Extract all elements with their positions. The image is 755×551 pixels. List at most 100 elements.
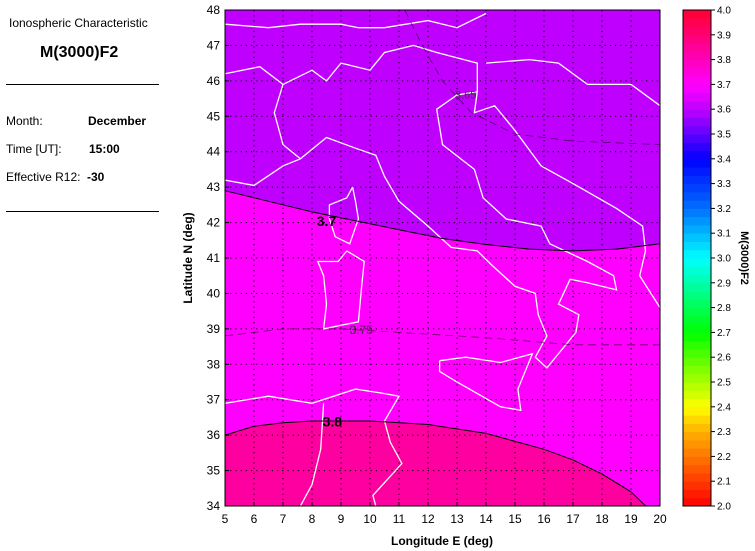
colorbar-band xyxy=(683,464,711,474)
colorbar-band xyxy=(683,51,711,61)
y-tick-label: 41 xyxy=(207,251,221,265)
colorbar-band xyxy=(683,472,711,482)
contour-label: 3.7 xyxy=(317,213,337,229)
colorbar-band xyxy=(683,439,711,449)
coastline xyxy=(224,12,487,29)
colorbar-band xyxy=(683,373,711,383)
colorbar-band xyxy=(683,315,711,325)
colorbar-band xyxy=(683,59,711,69)
subtitle: Ionospheric Characteristic xyxy=(9,16,148,30)
colorbar-band xyxy=(683,241,711,251)
x-axis-label: Longitude E (deg) xyxy=(391,534,493,548)
colorbar-tick-label: 2.6 xyxy=(717,353,731,364)
coastline xyxy=(224,388,403,507)
colorbar-band xyxy=(683,134,711,143)
colorbar-band xyxy=(683,274,711,284)
colorbar-band xyxy=(683,18,711,28)
y-tick-label: 46 xyxy=(207,74,221,88)
colorbar-tick-label: 3.4 xyxy=(717,154,731,165)
colorbar-band xyxy=(683,348,711,358)
colorbar-band xyxy=(683,10,711,19)
colorbar-band xyxy=(683,167,711,176)
x-tick-label: 20 xyxy=(653,512,667,526)
colorbar-band xyxy=(683,307,711,317)
divider xyxy=(6,211,159,212)
colorbar-band xyxy=(683,183,711,193)
colorbar-band xyxy=(683,423,711,433)
colorbar-band xyxy=(683,489,711,499)
x-tick-label: 8 xyxy=(309,512,316,526)
colorbar-band xyxy=(683,84,711,94)
y-tick-label: 48 xyxy=(207,3,221,17)
y-tick-label: 37 xyxy=(207,393,221,407)
colorbar-band xyxy=(683,109,711,118)
colorbar-band xyxy=(683,299,711,309)
x-tick-label: 16 xyxy=(537,512,551,526)
colorbar-tick-label: 2.9 xyxy=(717,278,731,289)
contour-line xyxy=(404,9,661,145)
y-tick-label: 42 xyxy=(207,216,221,230)
colorbar-band xyxy=(683,233,711,242)
colorbar-tick-label: 3.7 xyxy=(717,80,731,91)
contour-label: 3.75 xyxy=(350,323,374,337)
coastline xyxy=(224,90,661,369)
colorbar-tick-label: 2.5 xyxy=(717,378,731,389)
colorbar-band xyxy=(683,448,711,457)
colorbar-tick-label: 2.1 xyxy=(717,477,731,488)
coastline xyxy=(316,250,365,330)
colorbar-band xyxy=(683,158,711,168)
colorbar-band xyxy=(683,324,711,333)
coastline xyxy=(224,66,301,160)
colorbar-band xyxy=(683,282,711,292)
contour-line xyxy=(224,328,660,346)
region-high xyxy=(225,421,646,506)
y-tick-label: 36 xyxy=(207,428,221,442)
colorbar-band xyxy=(683,365,711,375)
x-tick-label: 6 xyxy=(251,512,258,526)
time-label: Time [UT]: xyxy=(6,142,62,156)
colorbar-band xyxy=(683,150,711,160)
colorbar-tick-label: 2.2 xyxy=(717,452,731,463)
colorbar-tick-label: 3.1 xyxy=(717,229,731,240)
colorbar-tick-label: 3.3 xyxy=(717,179,731,190)
y-tick-label: 43 xyxy=(207,180,221,194)
y-tick-label: 45 xyxy=(207,109,221,123)
x-tick-label: 18 xyxy=(595,512,609,526)
colorbar-band xyxy=(683,497,711,507)
colorbar-band xyxy=(683,67,711,77)
characteristic-title: M(3000)F2 xyxy=(40,44,119,61)
colorbar-tick-label: 2.0 xyxy=(717,502,731,513)
y-tick-label: 35 xyxy=(207,464,221,478)
colorbar-band xyxy=(683,340,711,350)
colorbar-band xyxy=(683,142,711,152)
colorbar-band xyxy=(683,249,711,259)
colorbar-band xyxy=(683,117,711,127)
time-value: 15:00 xyxy=(89,142,120,156)
colorbar-tick-label: 3.9 xyxy=(717,30,731,41)
coastline xyxy=(328,186,360,245)
month-value: December xyxy=(88,114,147,128)
coastline xyxy=(282,44,478,92)
colorbar-tick-label: 3.2 xyxy=(717,204,731,215)
colorbar-tick-label: 3.5 xyxy=(717,130,731,141)
colorbar-band xyxy=(683,481,711,490)
colorbar-band xyxy=(683,208,711,218)
colorbar-tick-label: 2.8 xyxy=(717,303,731,314)
colorbar-tick-label: 3.8 xyxy=(717,55,731,66)
colorbar-band xyxy=(683,125,711,135)
colorbar-tick-label: 3.0 xyxy=(717,254,731,265)
x-tick-label: 11 xyxy=(393,512,406,526)
colorbar-band xyxy=(683,92,711,102)
y-tick-label: 47 xyxy=(207,38,221,52)
x-tick-label: 5 xyxy=(222,512,229,526)
colorbar-band xyxy=(683,415,711,424)
x-tick-label: 10 xyxy=(363,512,377,526)
x-tick-label: 13 xyxy=(450,512,464,526)
contour-line xyxy=(224,190,661,252)
colorbar-tick-label: 2.4 xyxy=(717,402,731,413)
colorbar-band xyxy=(683,398,711,408)
contour-label: 3.8 xyxy=(323,413,343,429)
colorbar-band xyxy=(683,382,711,391)
